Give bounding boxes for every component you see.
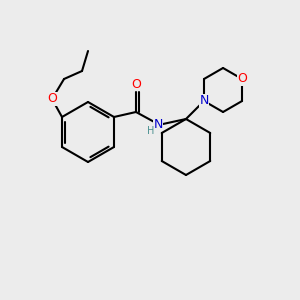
Text: N: N bbox=[199, 94, 209, 107]
Text: O: O bbox=[237, 73, 247, 85]
Text: N: N bbox=[153, 118, 163, 130]
Text: H: H bbox=[147, 126, 155, 136]
Text: O: O bbox=[47, 92, 57, 106]
Text: O: O bbox=[131, 77, 141, 91]
